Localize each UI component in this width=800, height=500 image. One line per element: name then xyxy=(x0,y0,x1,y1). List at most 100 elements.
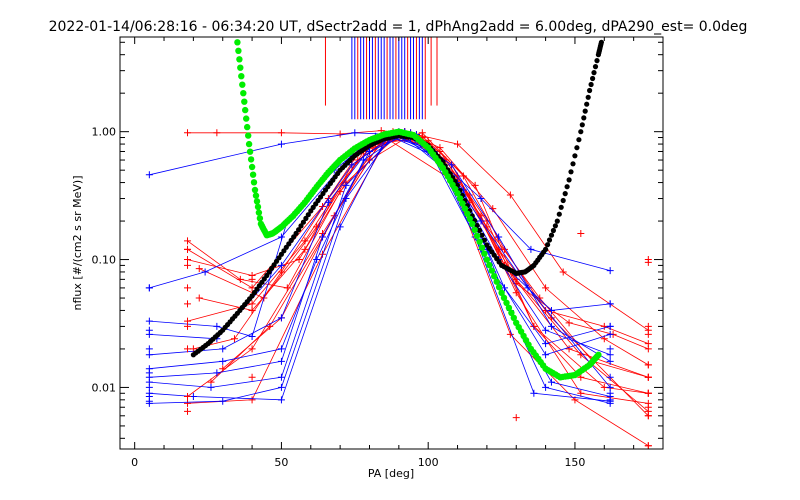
extra-point-red xyxy=(248,306,256,314)
series-point-blue xyxy=(477,217,485,225)
series-group xyxy=(145,127,652,449)
series-line-red xyxy=(187,134,649,378)
series-line-blue xyxy=(149,131,611,345)
green-fit-curve-dot xyxy=(459,200,466,207)
series-point-blue xyxy=(542,351,550,359)
series-line-blue xyxy=(149,135,611,356)
series-point-red xyxy=(336,130,344,138)
series-point-red xyxy=(219,365,227,373)
series-point-blue xyxy=(277,396,285,404)
green-fit-curve-dot xyxy=(249,171,257,178)
series-line-red xyxy=(187,132,649,344)
green-fit-curve-dot xyxy=(236,56,243,63)
green-fit-curve-dot xyxy=(255,209,263,216)
black-fit-curve-dot xyxy=(578,129,584,135)
series-point-red xyxy=(248,284,256,292)
black-fit-curve-dot xyxy=(300,219,306,225)
black-fit-curve-dot xyxy=(585,94,591,100)
extra-point-red xyxy=(644,403,652,411)
black-fit-curve-dot xyxy=(298,223,304,229)
series-line-red xyxy=(187,131,649,350)
series-point-red xyxy=(184,399,192,407)
series-point-blue xyxy=(477,195,485,203)
black-fit-curve-dot xyxy=(546,237,553,243)
extra-point-red xyxy=(184,245,192,253)
black-fit-curve-dot xyxy=(481,237,487,243)
plot-frame xyxy=(119,36,664,450)
x-tick-label: 100 xyxy=(418,456,439,469)
extra-point-red xyxy=(184,261,192,269)
black-fit-curve-dot xyxy=(598,39,605,45)
series-point-red xyxy=(248,345,256,353)
plot-content xyxy=(145,37,652,449)
green-fit-curve-dot xyxy=(481,250,488,257)
series-point-blue xyxy=(277,345,285,353)
series-point-red xyxy=(248,396,256,404)
series-point-red xyxy=(277,129,285,137)
black-fit-curve-dot xyxy=(296,227,302,233)
black-fit-curve-dot xyxy=(574,145,580,151)
black-fit-curve-dot xyxy=(545,242,551,248)
green-fit-curve xyxy=(234,39,602,381)
extra-point-red xyxy=(644,373,652,381)
extra-point-red xyxy=(184,345,192,353)
series-point-blue xyxy=(277,261,285,269)
black-fit-curve-dot xyxy=(558,204,564,210)
black-fit-curve-dot xyxy=(576,137,582,143)
green-fit-curve-dot xyxy=(493,278,500,285)
series-point-red xyxy=(195,294,203,302)
green-fit-curve-dot xyxy=(251,186,259,194)
series-line-red xyxy=(187,138,649,447)
green-fit-curve-dot xyxy=(491,273,498,280)
series-line-red xyxy=(187,131,649,378)
series-point-red xyxy=(454,140,462,148)
extra-point-red xyxy=(644,389,652,397)
series-point-red xyxy=(565,319,573,327)
extra-point-blue xyxy=(145,284,153,292)
black-fit-curve-dot xyxy=(570,161,576,167)
extra-point-blue xyxy=(606,322,614,330)
series-point-blue xyxy=(277,140,285,148)
extra-point-blue xyxy=(145,383,153,391)
series-point-blue xyxy=(219,345,227,353)
series-point-blue xyxy=(542,326,550,334)
black-fit-curve-dot xyxy=(552,223,559,229)
extra-point-blue xyxy=(145,369,153,377)
series-point-red xyxy=(512,289,520,297)
green-fit-curve-dot xyxy=(244,123,251,131)
series-point-blue xyxy=(313,256,321,264)
series-point-red xyxy=(530,322,538,330)
series-point-blue xyxy=(145,351,153,359)
extra-point-blue xyxy=(606,396,614,404)
series-point-blue xyxy=(606,357,614,365)
series-point-blue xyxy=(219,397,227,405)
black-fit-curve-dot xyxy=(477,227,483,233)
series-point-blue xyxy=(606,383,614,391)
black-fit-curve-dot xyxy=(548,232,555,238)
series-point-red xyxy=(295,256,303,264)
series-point-blue xyxy=(547,322,555,330)
green-fit-curve-dot xyxy=(498,289,505,296)
extra-point-red xyxy=(644,442,652,449)
green-fit-curve-dot xyxy=(500,294,508,301)
series-point-red xyxy=(184,129,192,137)
green-fit-curve-dot xyxy=(478,244,486,251)
extra-point-blue xyxy=(606,389,614,397)
series-point-blue xyxy=(213,369,221,377)
series-point-blue xyxy=(360,156,368,164)
black-fit-curve-dot xyxy=(590,75,596,82)
extra-point-red xyxy=(184,392,192,400)
green-fit-curve-dot xyxy=(245,132,252,139)
series-point-blue xyxy=(524,284,532,292)
extra-points xyxy=(145,229,652,449)
series-point-blue xyxy=(547,378,555,386)
green-fit-curve-dot xyxy=(248,163,256,171)
extra-point-red xyxy=(184,407,192,415)
green-fit-curve-dot xyxy=(240,90,247,97)
green-fit-curve-dot xyxy=(461,205,469,212)
extra-point-blue xyxy=(606,300,614,308)
series-point-blue xyxy=(145,317,153,325)
extra-point-red xyxy=(512,414,520,422)
black-fit-curve-dot xyxy=(582,108,588,114)
